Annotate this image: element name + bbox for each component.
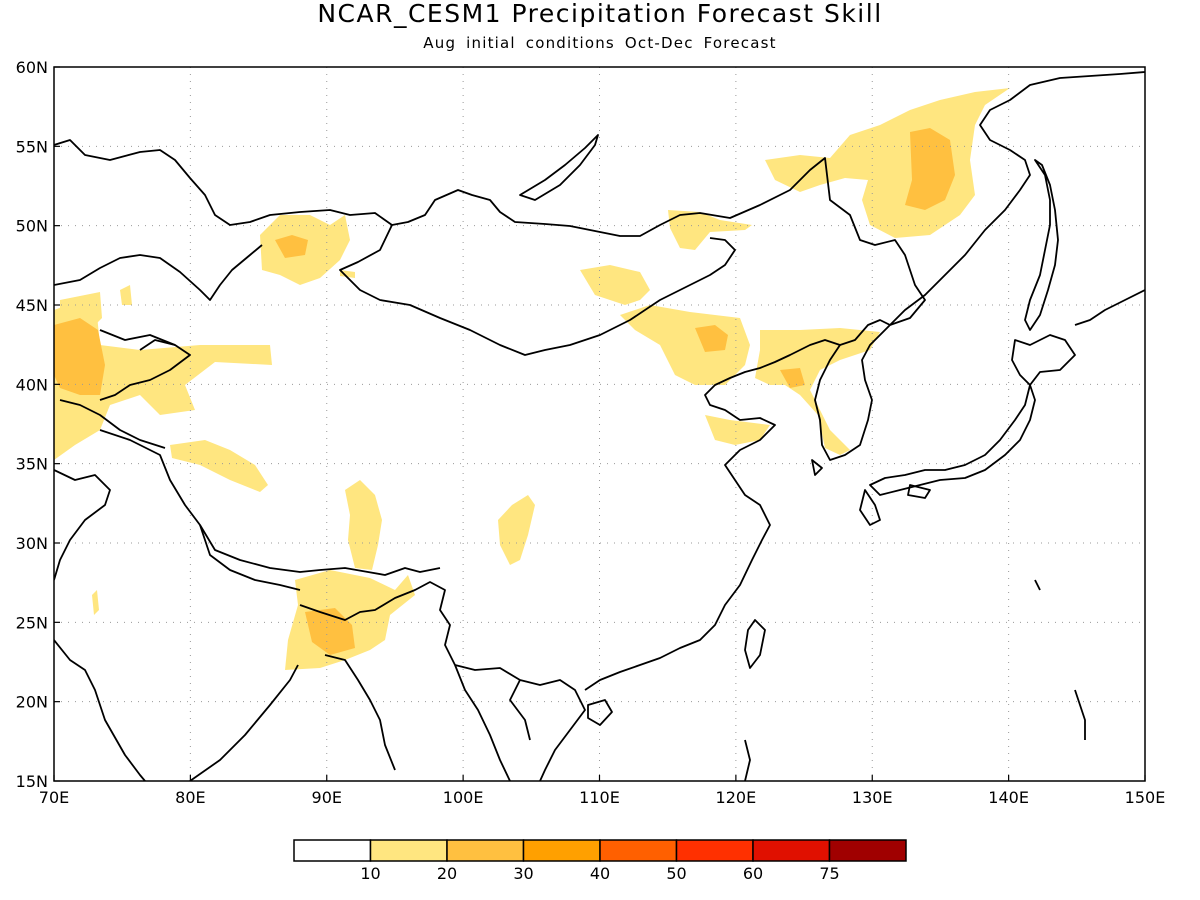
chart-subtitle: Aug initial conditions Oct-Dec Forecast (423, 34, 777, 52)
lat-tick-label: 45N (16, 296, 48, 315)
colorbar-label: 30 (513, 864, 533, 883)
skill-shading (54, 88, 1010, 670)
coastlines-and-borders (54, 71, 1145, 781)
lat-tick-label: 55N (16, 137, 48, 156)
colorbar-label: 10 (360, 864, 380, 883)
lon-tick-label: 140E (988, 788, 1029, 807)
lon-tick-label: 130E (852, 788, 893, 807)
colorbar-swatch (675, 839, 754, 862)
lat-tick-label: 15N (16, 772, 48, 791)
lat-tick-label: 60N (16, 58, 48, 77)
latitude-axis: 15N 20N 25N 30N 35N 40N 45N 50N 55N 60N (16, 58, 60, 791)
colorbar-swatch (369, 839, 448, 862)
lon-tick-label: 70E (39, 788, 69, 807)
colorbar-legend: 10 20 30 40 50 60 75 (293, 839, 907, 883)
lon-tick-label: 90E (312, 788, 342, 807)
lat-tick-label: 30N (16, 534, 48, 553)
colorbar-swatch (599, 839, 678, 862)
lat-tick-label: 40N (16, 375, 48, 394)
colorbar-swatch (446, 839, 525, 862)
lat-tick-label: 50N (16, 217, 48, 236)
lat-tick-label: 20N (16, 693, 48, 712)
lon-tick-label: 150E (1125, 788, 1166, 807)
colorbar-swatch (522, 839, 601, 862)
skill-level-20-30 (54, 128, 955, 655)
lat-tick-label: 35N (16, 455, 48, 474)
colorbar-label: 50 (666, 864, 686, 883)
lon-tick-label: 100E (443, 788, 484, 807)
colorbar-swatch (293, 839, 372, 862)
colorbar-swatch (752, 839, 831, 862)
colorbar-label: 40 (590, 864, 610, 883)
lat-tick-label: 25N (16, 613, 48, 632)
colorbar-label: 20 (437, 864, 457, 883)
lon-tick-label: 110E (579, 788, 620, 807)
skill-level-10-20 (54, 88, 1010, 670)
longitude-axis: 70E 80E 90E 100E 110E 120E 130E 140E 150E (39, 775, 1166, 807)
colorbar-label: 60 (743, 864, 763, 883)
chart-title: NCAR_CESM1 Precipitation Forecast Skill (317, 0, 883, 28)
colorbar-swatch (828, 839, 907, 862)
lon-tick-label: 80E (175, 788, 205, 807)
gridlines (54, 67, 1145, 781)
lon-tick-label: 120E (716, 788, 757, 807)
colorbar-label: 75 (819, 864, 839, 883)
